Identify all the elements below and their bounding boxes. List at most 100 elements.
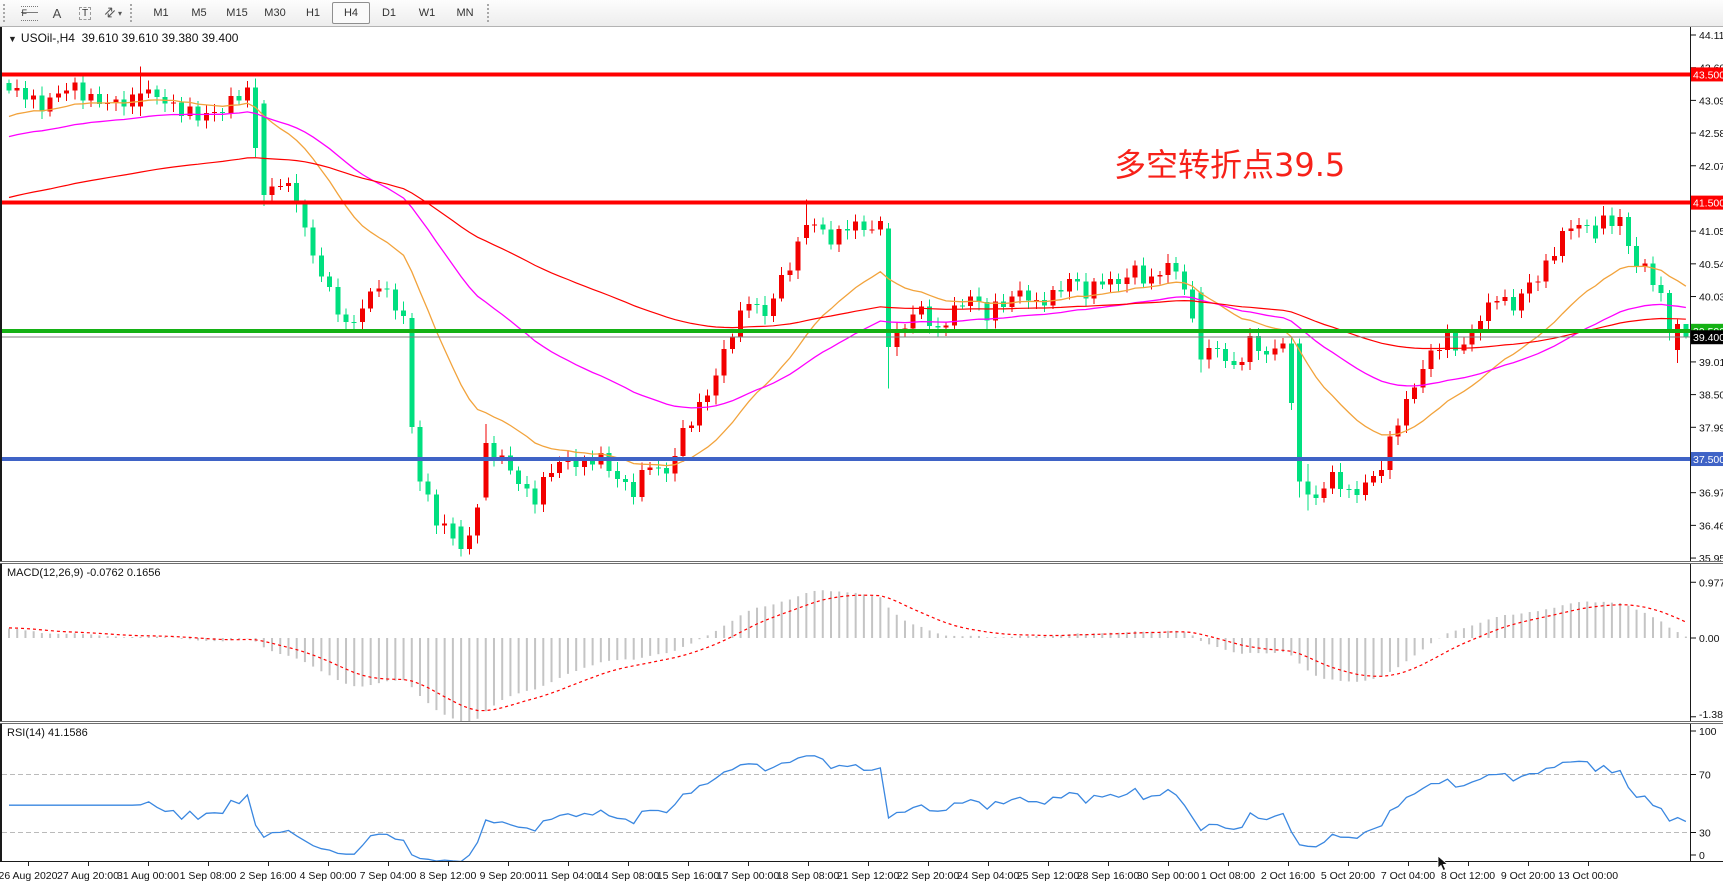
time-tick — [1048, 862, 1049, 866]
time-tick — [688, 862, 689, 866]
time-label: 13 Oct 00:00 — [1557, 870, 1619, 882]
svg-text:36.975: 36.975 — [1699, 488, 1723, 500]
time-tick — [328, 862, 329, 866]
timeframe-button-H1[interactable]: H1 — [305, 7, 321, 19]
text-label-glyph: T — [78, 6, 92, 20]
time-label: 17 Sep 00:00 — [716, 870, 780, 882]
time-label: 2 Sep 16:00 — [239, 870, 297, 882]
time-label: 24 Sep 04:00 — [956, 870, 1020, 882]
time-label: 18 Sep 08:00 — [776, 870, 840, 882]
rsi-chart[interactable]: 100 70 30 0 — [2, 724, 1723, 861]
svg-text:0.00: 0.00 — [1699, 633, 1720, 645]
time-label: 30 Sep 00:00 — [1136, 870, 1200, 882]
time-label: 21 Sep 12:00 — [836, 870, 900, 882]
panel-separator[interactable] — [0, 561, 1723, 564]
svg-text:35.955: 35.955 — [1699, 553, 1723, 561]
toolbar: F A T ⇅ ▾ M1 M5 M15 M30 H1 H4 D1 W1 MN — [0, 0, 1723, 27]
time-label: 5 Oct 20:00 — [1320, 870, 1376, 882]
text-icon[interactable]: A — [44, 2, 70, 25]
rsi-label: RSI(14) 41.1586 — [7, 727, 88, 739]
svg-text:37.500: 37.500 — [1693, 454, 1723, 466]
ohlc-values: 39.610 39.610 39.380 39.400 — [81, 31, 239, 45]
chart-title: ▼ USOil-,H4 39.610 39.610 39.380 39.400 — [8, 31, 238, 45]
timeframe-button-D1[interactable]: D1 — [381, 7, 397, 19]
price-chart[interactable]: 44.11543.60543.09542.58542.07541.05540.5… — [2, 27, 1723, 561]
svg-text:41.055: 41.055 — [1699, 226, 1723, 238]
time-tick — [1588, 862, 1589, 866]
time-label: 28 Sep 16:00 — [1076, 870, 1140, 882]
timeframe-button-M15[interactable]: M15 — [226, 7, 248, 19]
timeframe-button-M30[interactable]: M30 — [264, 7, 286, 19]
svg-text:39.015: 39.015 — [1699, 357, 1723, 369]
svg-text:70: 70 — [1699, 770, 1711, 782]
timeframe-button-H4[interactable]: H4 — [332, 2, 370, 24]
time-tick — [988, 862, 989, 866]
timeframe-toolbar: M1 M5 M15 M30 H1 H4 D1 W1 MN — [142, 2, 484, 24]
macd-panel[interactable]: 0.9779 0.00 -1.382 MACD(12,26,9) -0.0762 0… — [0, 564, 1723, 721]
svg-text:39.400: 39.400 — [1693, 332, 1723, 344]
svg-text:43.500: 43.500 — [1693, 69, 1723, 81]
time-tick — [508, 862, 509, 866]
time-axis[interactable]: 26 Aug 2020 27 Aug 20:00 31 Aug 00:00 1 Sep… — [0, 861, 1723, 891]
time-tick — [1468, 862, 1469, 866]
svg-text:100: 100 — [1699, 726, 1717, 738]
time-label: 15 Sep 16:00 — [656, 870, 720, 882]
time-label: 26 Aug 2020 — [0, 870, 58, 882]
time-label: 14 Sep 08:00 — [596, 870, 660, 882]
main-chart-panel[interactable]: 44.11543.60543.09542.58542.07541.05540.5… — [0, 27, 1723, 561]
chevron-down-icon[interactable]: ▾ — [117, 8, 122, 18]
toolbar-grip[interactable] — [487, 4, 496, 22]
text-label-icon[interactable]: T — [72, 2, 98, 25]
time-label: 7 Sep 04:00 — [359, 870, 417, 882]
fibonacci-glyph: F — [20, 5, 38, 21]
time-tick — [448, 862, 449, 866]
svg-text:43.095: 43.095 — [1699, 95, 1723, 107]
rsi-panel[interactable]: 100 70 30 0 RSI(14) 41.1586 — [0, 724, 1723, 861]
time-tick — [208, 862, 209, 866]
svg-text:42.585: 42.585 — [1699, 128, 1723, 140]
time-tick — [628, 862, 629, 866]
time-label: 7 Oct 04:00 — [1380, 870, 1436, 882]
time-tick — [88, 862, 89, 866]
time-tick — [568, 862, 569, 866]
svg-text:44.115: 44.115 — [1699, 30, 1723, 42]
time-tick — [1228, 862, 1229, 866]
time-label: 27 Aug 20:00 — [57, 870, 119, 882]
arrows-icon[interactable]: ⇅ ▾ — [100, 2, 126, 25]
toolbar-grip[interactable] — [3, 4, 12, 22]
macd-chart[interactable]: 0.9779 0.00 -1.382 — [2, 564, 1723, 721]
timeframe-button-M5[interactable]: M5 — [191, 7, 207, 19]
time-tick — [28, 862, 29, 866]
time-tick — [388, 862, 389, 866]
svg-text:36.465: 36.465 — [1699, 520, 1723, 532]
time-label: 1 Oct 08:00 — [1200, 870, 1256, 882]
time-tick — [928, 862, 929, 866]
chart-annotation[interactable]: 多空转折点39.5 — [1114, 146, 1346, 184]
time-label: 11 Sep 04:00 — [537, 870, 599, 882]
fibonacci-retracement-icon[interactable]: F — [16, 2, 42, 25]
svg-text:40.035: 40.035 — [1699, 292, 1723, 304]
svg-text:0.9779: 0.9779 — [1699, 577, 1723, 589]
arrows-glyph: ⇅ — [100, 3, 119, 22]
time-tick — [268, 862, 269, 866]
time-tick — [748, 862, 749, 866]
timeframe-button-MN[interactable]: MN — [456, 7, 474, 19]
time-label: 9 Sep 20:00 — [479, 870, 537, 882]
toolbar-grip[interactable] — [130, 4, 139, 22]
svg-text:30: 30 — [1699, 828, 1711, 840]
time-label: 31 Aug 00:00 — [117, 870, 179, 882]
timeframe-button-M1[interactable]: M1 — [153, 7, 169, 19]
mouse-cursor — [1437, 856, 1449, 872]
svg-text:37.995: 37.995 — [1699, 422, 1723, 434]
panel-separator[interactable] — [0, 721, 1723, 724]
symbol-period: USOil-,H4 — [20, 31, 75, 45]
time-tick — [1408, 862, 1409, 866]
svg-text:0: 0 — [1699, 850, 1705, 861]
time-tick — [148, 862, 149, 866]
time-tick — [1528, 862, 1529, 866]
text-glyph: A — [52, 5, 62, 21]
chevron-down-icon[interactable]: ▼ — [8, 34, 17, 44]
time-label: 1 Sep 08:00 — [179, 870, 237, 882]
timeframe-button-W1[interactable]: W1 — [418, 7, 436, 19]
